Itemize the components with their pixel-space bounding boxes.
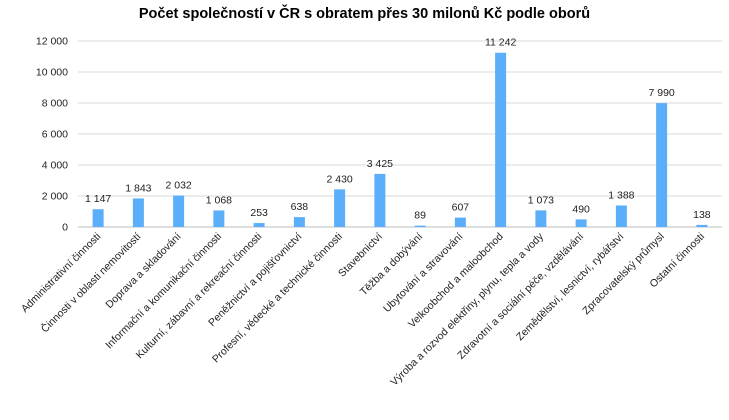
x-tick-label: Administrativní činnosti <box>19 231 103 315</box>
data-label: 138 <box>693 209 711 221</box>
bar <box>454 217 466 227</box>
data-label: 3 425 <box>367 158 393 170</box>
data-label: 7 990 <box>648 87 674 99</box>
data-label: 2 032 <box>165 180 191 192</box>
bar <box>696 224 708 227</box>
data-label: 11 242 <box>485 37 516 49</box>
y-tick-label: 12 000 <box>36 36 68 48</box>
data-label: 607 <box>452 202 470 214</box>
data-label: 89 <box>414 210 426 222</box>
x-tick-label: Ubytování a stravování <box>381 231 465 315</box>
bar <box>293 217 305 227</box>
bar <box>495 52 507 228</box>
data-label: 2 430 <box>326 173 352 185</box>
y-tick-label: 10 000 <box>36 67 68 79</box>
x-tick-label: Výroba a rozvod elektřiny, plynu, tepla … <box>388 230 546 388</box>
bar <box>253 223 265 227</box>
data-label: 1 388 <box>608 189 634 201</box>
data-label: 253 <box>250 207 268 219</box>
bar <box>173 195 185 227</box>
bar <box>92 209 104 227</box>
data-label: 1 843 <box>125 182 151 194</box>
bar <box>575 219 587 227</box>
x-tick-label: Zpracovatelský průmysl <box>580 231 666 317</box>
bar <box>414 225 426 227</box>
y-tick-label: 6 000 <box>42 129 68 141</box>
y-tick-label: 8 000 <box>42 98 68 110</box>
bar <box>132 198 144 227</box>
bar <box>535 210 547 227</box>
data-label: 490 <box>572 203 590 215</box>
x-tick-label: Doprava a skladování <box>103 231 183 311</box>
bar <box>334 189 346 227</box>
data-label: 1 147 <box>85 193 111 205</box>
y-tick-label: 0 <box>62 222 68 234</box>
data-label: 1 073 <box>528 194 554 206</box>
chart-title: Počet společností v ČR s obratem přes 30… <box>138 6 591 22</box>
bar <box>656 103 668 227</box>
bar <box>615 205 627 227</box>
bar <box>213 210 225 227</box>
data-label: 1 068 <box>206 194 232 206</box>
y-tick-label: 4 000 <box>42 160 68 172</box>
bar <box>374 173 386 227</box>
y-tick-label: 2 000 <box>42 191 68 203</box>
data-label: 638 <box>291 201 309 213</box>
